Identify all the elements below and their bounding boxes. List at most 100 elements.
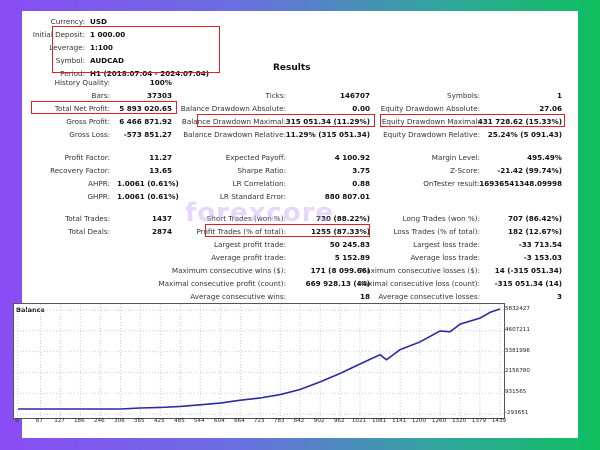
avg-profit-label: Average profit trade: — [211, 253, 286, 262]
y-tick-label: 931565 — [505, 389, 527, 396]
x-tick-label: 67 — [35, 418, 43, 424]
bars-value: 37303 — [146, 91, 172, 100]
avg-loss-value: -3 153.03 — [523, 253, 562, 262]
gross-loss-label: Gross Loss: — [69, 130, 110, 139]
x-tick-label: 1200 — [411, 418, 427, 424]
symbol-value: AUDCAD — [90, 56, 124, 65]
largest-loss-label: Largest loss trade: — [413, 240, 480, 249]
symbols-label: Symbols: — [447, 91, 480, 100]
profit-factor-label: Profit Factor: — [64, 153, 110, 162]
leverage-value: 1:100 — [90, 43, 113, 52]
bal-dd-max-value: 315 051.34 (11.29%) — [285, 117, 370, 126]
chart-title: Balance — [16, 306, 45, 314]
lr-corr-label: LR Correlation: — [232, 179, 286, 188]
initial-deposit-label: Initial Deposit: — [32, 30, 85, 39]
x-tick-label: 306 — [114, 418, 125, 424]
loss-trades-label: Loss Trades (% of total): — [393, 227, 480, 236]
ahpr-value: 1.0061 (0.61%) — [117, 179, 179, 188]
ghpr-label: GHPR: — [87, 192, 110, 201]
x-tick-label: 1021 — [351, 418, 367, 424]
bal-dd-rel-value: 11.29% (315 051.34) — [285, 130, 370, 139]
short-trades-value: 730 (88.22%) — [315, 214, 370, 223]
avg-cons-wins-value: 18 — [359, 292, 370, 301]
x-tick-label: 842 — [293, 418, 305, 424]
margin-level-label: Margin Level: — [431, 153, 480, 162]
equity-drawdown-highlight-box — [380, 114, 565, 127]
zscore-label: Z-Score: — [450, 166, 480, 175]
max-cons-losses-label: Maximum consecutive losses ($): — [360, 266, 480, 275]
max-cons-losses-value: 14 (-315 051.34) — [494, 266, 562, 275]
profit-factor-value: 11.27 — [149, 153, 172, 162]
max-cons-wins-label: Maximum consecutive wins ($): — [171, 266, 286, 275]
ghpr-value: 1.0061 (0.61%) — [117, 192, 179, 201]
expected-payoff-label: Expected Payoff: — [225, 153, 286, 162]
total-deals-value: 2874 — [151, 227, 172, 236]
x-tick-label: 664 — [234, 418, 245, 424]
x-tick-label: 246 — [94, 418, 105, 424]
x-tick-label: 1141 — [392, 418, 407, 424]
sharpe-label: Sharpe Ratio: — [237, 166, 286, 175]
max-cons-wins-value: 171 (8 099.66) — [310, 266, 370, 275]
max-cons-profit-value: 669 928.13 (44) — [305, 279, 370, 288]
x-tick-label: 544 — [193, 418, 205, 424]
long-trades-value: 707 (86.42%) — [507, 214, 562, 223]
x-tick-label: 365 — [133, 418, 145, 424]
lr-err-value: 880 807.01 — [324, 192, 370, 201]
largest-loss-value: -33 713.54 — [518, 240, 562, 249]
bal-dd-abs-label: Balance Drawdown Absolute: — [180, 104, 286, 113]
eq-dd-rel-value: 25.24% (5 091.43) — [487, 130, 562, 139]
lr-corr-value: 0.88 — [352, 179, 370, 188]
total-trades-label: Total Trades: — [65, 214, 110, 223]
lr-err-label: LR Standard Error: — [219, 192, 286, 201]
eq-dd-max-value: 431 728.62 (15.33%) — [477, 117, 562, 126]
avg-loss-label: Average loss trade: — [410, 253, 480, 262]
total-net-profit-label: Total Net Profit: — [54, 104, 110, 113]
expected-payoff-value: 4 100.92 — [334, 153, 370, 162]
ticks-value: 146707 — [339, 91, 370, 100]
x-tick-label: 186 — [73, 418, 85, 424]
gross-profit-value: 6 466 871.92 — [119, 117, 172, 126]
eq-dd-max-label: Equity Drawdown Maximal: — [381, 117, 480, 126]
y-tick-label: 4607211 — [505, 326, 530, 333]
history-quality-label: History Quality: — [54, 78, 110, 87]
x-tick-label: 485 — [174, 418, 185, 424]
deposit-highlight-box — [52, 26, 220, 73]
profit-trades-value: 1255 (87.33%) — [310, 227, 370, 236]
net-profit-highlight-box — [31, 101, 177, 114]
max-cons-profit-label: Maximal consecutive profit (count): — [158, 279, 286, 288]
x-tick-label: 0 — [15, 418, 19, 424]
period-value: H1 (2018.07.04 - 2024.07.04) — [90, 69, 210, 78]
recovery-factor-value: 13.65 — [149, 166, 172, 175]
x-tick-label: 1260 — [431, 418, 447, 424]
avg-cons-losses-label: Average consecutive losses: — [378, 292, 480, 301]
max-cons-loss-label: Maximal consecutive loss (count): — [357, 279, 480, 288]
bars-label: Bars: — [91, 91, 110, 100]
gross-profit-label: Gross Profit: — [66, 117, 110, 126]
ontester-label: OnTester result: — [423, 179, 480, 188]
symbol-label: Symbol: — [55, 56, 85, 65]
history-quality-value: 100% — [149, 78, 172, 87]
avg-cons-losses-value: 3 — [556, 292, 562, 301]
y-tick-label: 5832427 — [505, 306, 530, 312]
ahpr-label: AHPR: — [88, 179, 110, 188]
y-tick-label: 2156780 — [505, 368, 530, 375]
zscore-value: -21.42 (99.74%) — [497, 166, 562, 175]
x-tick-label: 1320 — [452, 418, 467, 424]
profit-trades-label: Profit Trades (% of total): — [196, 227, 286, 236]
x-tick-label: 902 — [313, 418, 325, 424]
short-trades-label: Short Trades (won %): — [206, 214, 286, 223]
bal-dd-abs-value: 0.00 — [352, 104, 370, 113]
x-tick-label: 783 — [273, 418, 285, 424]
x-tick-label: 1081 — [371, 418, 387, 424]
recovery-factor-label: Recovery Factor: — [50, 166, 110, 175]
currency-label: Currency: — [50, 17, 85, 26]
balance-chart: Balance — [13, 303, 505, 419]
bal-dd-rel-label: Balance Drawdown Relative: — [183, 130, 286, 139]
x-tick-label: 1379 — [471, 418, 487, 424]
long-trades-label: Long Trades (won %): — [402, 214, 480, 223]
gross-loss-value: -573 851.27 — [123, 130, 172, 139]
balance-drawdown-highlight-box — [197, 114, 375, 127]
total-trades-value: 1437 — [151, 214, 172, 223]
avg-cons-wins-label: Average consecutive wins: — [190, 292, 286, 301]
avg-profit-value: 5 152.89 — [334, 253, 370, 262]
